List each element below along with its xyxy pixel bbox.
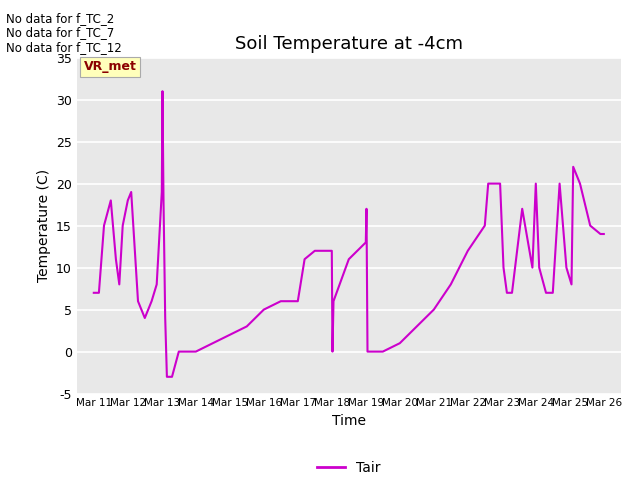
- X-axis label: Time: Time: [332, 414, 366, 428]
- Text: No data for f_TC_7: No data for f_TC_7: [6, 26, 115, 39]
- Y-axis label: Temperature (C): Temperature (C): [36, 169, 51, 282]
- Text: No data for f_TC_2: No data for f_TC_2: [6, 12, 115, 25]
- Text: VR_met: VR_met: [84, 60, 136, 73]
- Text: No data for f_TC_12: No data for f_TC_12: [6, 41, 122, 54]
- Legend: Tair: Tair: [312, 456, 386, 480]
- Title: Soil Temperature at -4cm: Soil Temperature at -4cm: [235, 35, 463, 53]
